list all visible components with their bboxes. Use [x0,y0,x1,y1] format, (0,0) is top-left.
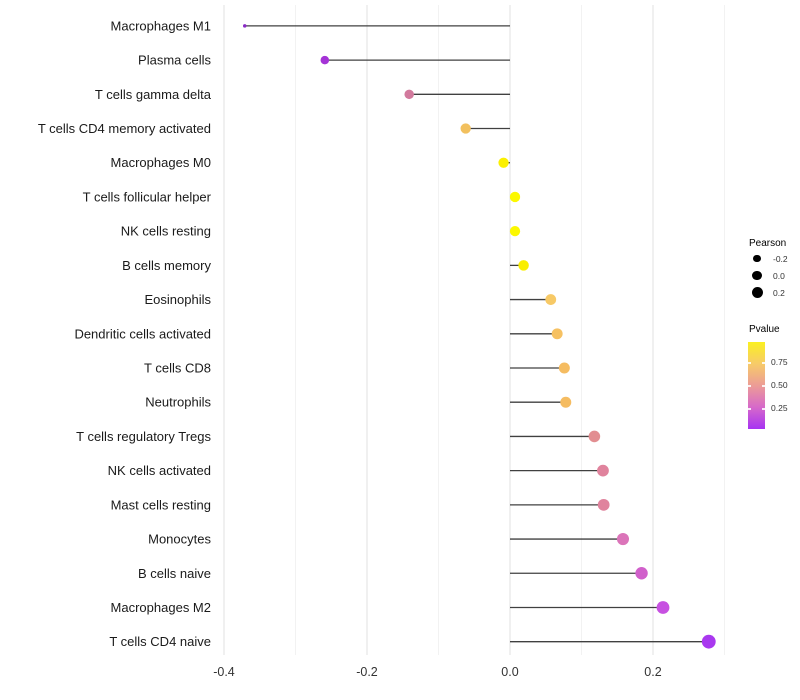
pvalue-tick-label: 0.25 [771,402,788,413]
x-tick-label: -0.4 [213,665,235,679]
category-label: T cells regulatory Tregs [76,429,211,444]
pvalue-tick-mark [762,408,765,410]
category-label: Macrophages M2 [111,600,211,615]
category-label: NK cells activated [108,463,211,478]
size-dot-label: 0.2 [773,287,785,298]
lollipop-dot [242,24,247,28]
pvalue-legend-title: Pvalue [749,324,780,335]
size-dot-small [753,254,761,263]
lollipop-dot [404,89,414,100]
size-dot-label: 0.0 [773,270,785,281]
pvalue-tick-label: 0.75 [771,356,788,367]
category-label: Plasma cells [138,53,211,68]
category-label: Mast cells resting [111,497,211,512]
category-label: T cells CD8 [144,361,211,376]
pvalue-gradient-bar [748,342,765,429]
category-label: Dendritic cells activated [74,326,211,341]
lollipop-dot [509,191,521,203]
size-dot-large [751,287,763,298]
pearson-size-legend: Pearson -0.2 0.0 0.2 [746,237,800,301]
lollipop-dot [320,55,330,65]
pvalue-tick-mark [748,362,751,364]
pvalue-tick-mark [748,408,751,410]
pearson-legend-item: -0.2 [746,250,800,267]
pvalue-tick-mark [762,385,765,387]
category-label: Monocytes [148,532,211,547]
x-tick-label: 0.0 [501,665,518,679]
pvalue-tick-mark [762,362,765,364]
lollipop-dot [597,498,610,511]
category-label: T cells gamma delta [95,87,212,102]
pvalue-color-legend: Pvalue 0.75 0.50 0.25 [746,323,800,429]
lollipop-dot [518,260,529,271]
lollipop-dot [656,601,670,614]
pearson-legend-item: 0.0 [746,267,800,284]
lollipop-dot [616,533,630,546]
size-dot-medium [752,270,762,281]
category-label: T cells CD4 naive [109,634,211,649]
size-dot-label: -0.2 [773,253,788,264]
category-label: T cells follicular helper [83,189,212,204]
pearson-legend-item: 0.2 [746,284,800,301]
lollipop-dot [545,294,557,305]
lollipop-dot [498,157,509,168]
pvalue-tick-label: 0.50 [771,379,788,390]
category-label: Macrophages M1 [111,18,211,33]
category-label: T cells CD4 memory activated [38,121,211,136]
category-label: Eosinophils [145,292,212,307]
lollipop-dot [701,634,716,649]
lollipop-dot [551,328,563,340]
x-tick-label: -0.2 [356,665,378,679]
lollipop-dot [560,396,572,408]
lollipop-dot [588,430,601,443]
lollipop-dot [460,123,471,134]
x-tick-label: 0.2 [644,665,661,679]
lollipop-dot [635,567,648,580]
pvalue-tick-mark [748,385,751,387]
pearson-legend-title: Pearson [749,238,787,249]
category-label: Neutrophils [145,395,211,410]
category-label: Macrophages M0 [111,155,211,170]
category-label: B cells naive [138,566,211,581]
lollipop-dot [597,464,609,477]
lollipop-dot [509,226,521,237]
lollipop-dot [558,362,570,374]
category-label: NK cells resting [121,224,211,239]
category-label: B cells memory [122,258,211,273]
